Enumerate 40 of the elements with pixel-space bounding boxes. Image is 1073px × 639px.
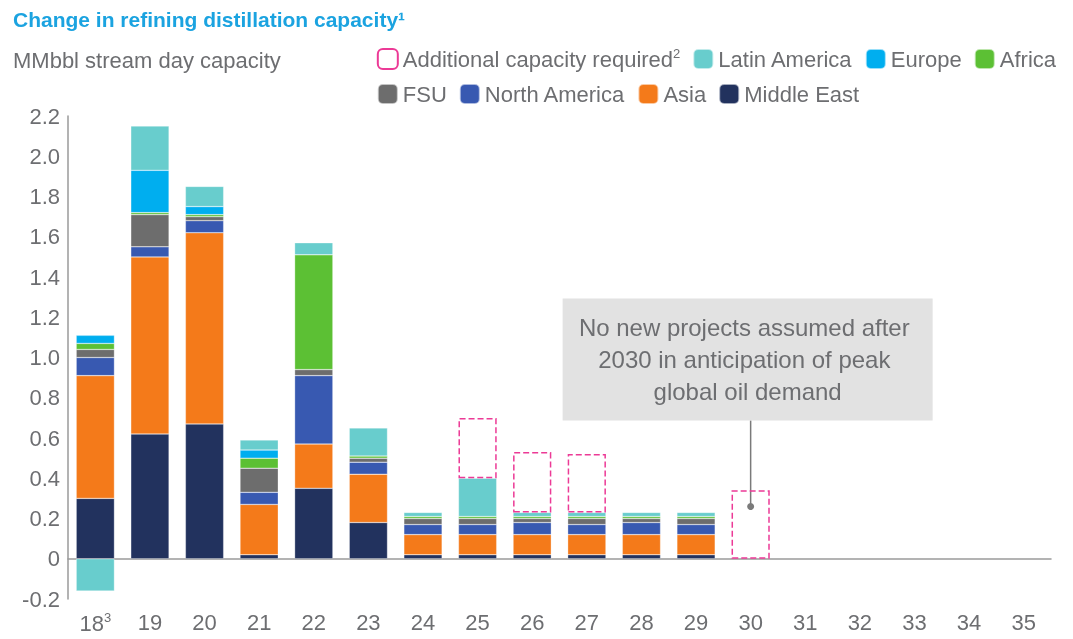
x-tick-label: 27 <box>574 609 600 635</box>
x-tick-label: 21 <box>246 609 272 635</box>
y-tick-label: 2.0 <box>29 143 60 169</box>
y-tick-label: 0.6 <box>29 425 60 451</box>
x-tick-label: 28 <box>629 609 654 635</box>
x-tick-label: 31 <box>793 609 818 635</box>
x-tick-label: 35 <box>1011 609 1036 635</box>
chart-title: Change in refining distillation capacity¹ <box>13 8 406 31</box>
x-tick-label: 32 <box>847 609 873 635</box>
chart-subtitle: MMbbl stream day capacity <box>13 47 281 73</box>
y-tick-label: -0.2 <box>22 586 60 612</box>
y-tick-label: 0.4 <box>29 465 60 491</box>
y-tick-label: 2.2 <box>29 103 60 129</box>
x-tick-label: 19 <box>137 609 163 635</box>
legend-label: Latin America <box>718 46 853 72</box>
y-tick-label: 0.8 <box>29 385 60 411</box>
y-tick-label: 1.6 <box>29 224 60 250</box>
legend-label: Middle East <box>744 81 860 107</box>
legend-label: Europe <box>890 46 962 72</box>
y-tick-label: 0.2 <box>29 506 60 531</box>
x-tick-label: 29 <box>683 609 709 635</box>
y-tick-label: 0 <box>47 546 60 572</box>
x-tick-label: 24 <box>410 609 436 635</box>
x-tick-label: 25 <box>465 609 490 635</box>
y-tick-label: 1.4 <box>29 264 60 290</box>
legend-label: Africa <box>999 46 1057 72</box>
legend-label: FSU <box>402 81 447 107</box>
x-tick-label: 30 <box>738 609 763 635</box>
y-tick-label: 1.2 <box>29 304 60 330</box>
y-tick-label: 1.8 <box>29 184 60 209</box>
x-tick-label: 34 <box>956 609 982 635</box>
legend-label: Asia <box>663 81 707 107</box>
y-tick-label: 1.0 <box>29 345 60 370</box>
legend-label: North America <box>484 81 625 107</box>
x-tick-label: 22 <box>301 609 326 635</box>
x-tick-label: 23 <box>356 609 381 635</box>
x-tick-label: 33 <box>902 609 927 635</box>
annotation: No new projects assumed after 2030 in anticipation of peak global oil demand <box>578 313 917 405</box>
x-tick-label: 26 <box>519 609 545 635</box>
x-tick-label: 20 <box>192 609 217 635</box>
